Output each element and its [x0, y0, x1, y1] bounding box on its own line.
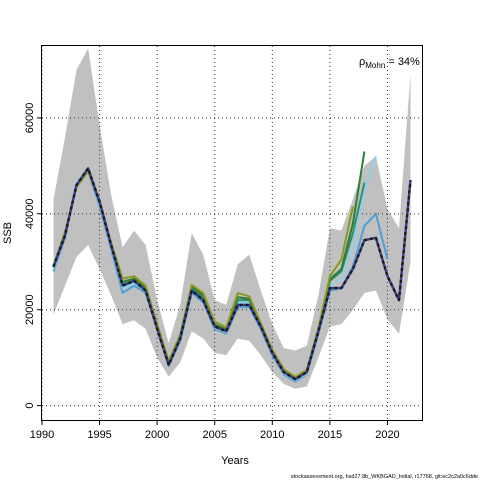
- confidence-band: [53, 48, 411, 389]
- x-tick-label-2000: 2000: [145, 429, 169, 441]
- x-tick-label-2015: 2015: [318, 429, 342, 441]
- y-axis: 0 20000 40000 60000: [24, 103, 42, 409]
- mohn-rho-annotation: ρMohn = 34%: [359, 56, 420, 70]
- x-axis: 1990 1995 2000 2005 2010 2015 2020: [30, 420, 400, 441]
- x-tick-label-2010: 2010: [260, 429, 284, 441]
- y-axis-title: SSB: [2, 222, 14, 244]
- rho-symbol: ρ: [359, 56, 365, 68]
- x-tick-label-1990: 1990: [30, 429, 54, 441]
- x-tick-label-2005: 2005: [202, 429, 226, 441]
- x-axis-title: Years: [221, 455, 249, 467]
- confidence-band-layer: [53, 48, 411, 389]
- plot-frame: [41, 45, 423, 421]
- y-tick-label-20000: 20000: [24, 294, 36, 325]
- rho-value: = 34%: [385, 56, 420, 68]
- x-tick-label-2020: 2020: [375, 429, 399, 441]
- rho-subscript: Mohn: [365, 61, 385, 70]
- series-line-base-dashed: [52, 167, 412, 381]
- source-caption: stockassessment.org, hsd27.8b_WKBGAD_Ini…: [291, 474, 478, 480]
- series-layer: [52, 151, 412, 383]
- y-tick-label-0: 0: [24, 403, 36, 409]
- x-tick-label-1995: 1995: [87, 429, 111, 441]
- y-tick-label-40000: 40000: [24, 199, 36, 230]
- y-tick-label-60000: 60000: [24, 103, 36, 134]
